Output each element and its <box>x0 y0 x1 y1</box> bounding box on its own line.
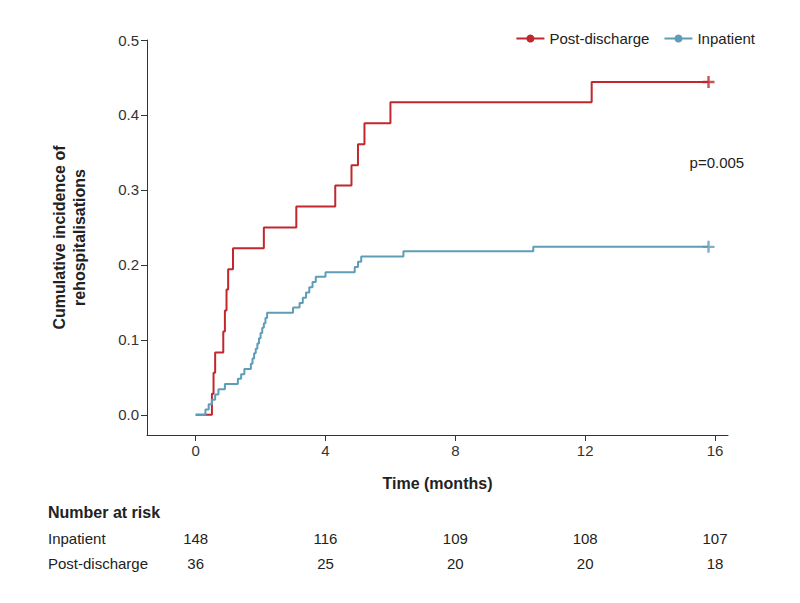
svg-text:108: 108 <box>573 530 598 547</box>
svg-text:12: 12 <box>577 442 594 459</box>
svg-text:20: 20 <box>447 555 464 572</box>
svg-text:0.4: 0.4 <box>118 106 139 123</box>
svg-text:Post-discharge: Post-discharge <box>48 555 148 572</box>
svg-text:0.3: 0.3 <box>118 181 139 198</box>
svg-text:0: 0 <box>192 442 200 459</box>
svg-text:rehospitalisations: rehospitalisations <box>71 169 88 306</box>
svg-text:4: 4 <box>321 442 329 459</box>
svg-text:Time (months): Time (months) <box>383 475 493 492</box>
svg-text:20: 20 <box>577 555 594 572</box>
svg-text:0.2: 0.2 <box>118 256 139 273</box>
svg-text:116: 116 <box>314 530 338 547</box>
svg-text:p=0.005: p=0.005 <box>690 154 745 171</box>
svg-text:0.1: 0.1 <box>118 331 139 348</box>
svg-text:18: 18 <box>707 555 724 572</box>
svg-text:25: 25 <box>317 555 334 572</box>
svg-text:36: 36 <box>187 555 204 572</box>
svg-text:148: 148 <box>183 530 208 547</box>
svg-text:0.0: 0.0 <box>118 406 139 423</box>
svg-text:Cumulative incidence of: Cumulative incidence of <box>51 145 68 330</box>
svg-text:Inpatient: Inpatient <box>48 530 106 547</box>
svg-text:Post-discharge: Post-discharge <box>549 30 649 47</box>
svg-text:109: 109 <box>443 530 468 547</box>
svg-text:8: 8 <box>451 442 459 459</box>
svg-text:107: 107 <box>703 530 728 547</box>
svg-text:16: 16 <box>707 442 724 459</box>
svg-text:Inpatient: Inpatient <box>697 30 755 47</box>
svg-text:0.5: 0.5 <box>118 32 139 49</box>
svg-text:Number at risk: Number at risk <box>48 504 160 521</box>
